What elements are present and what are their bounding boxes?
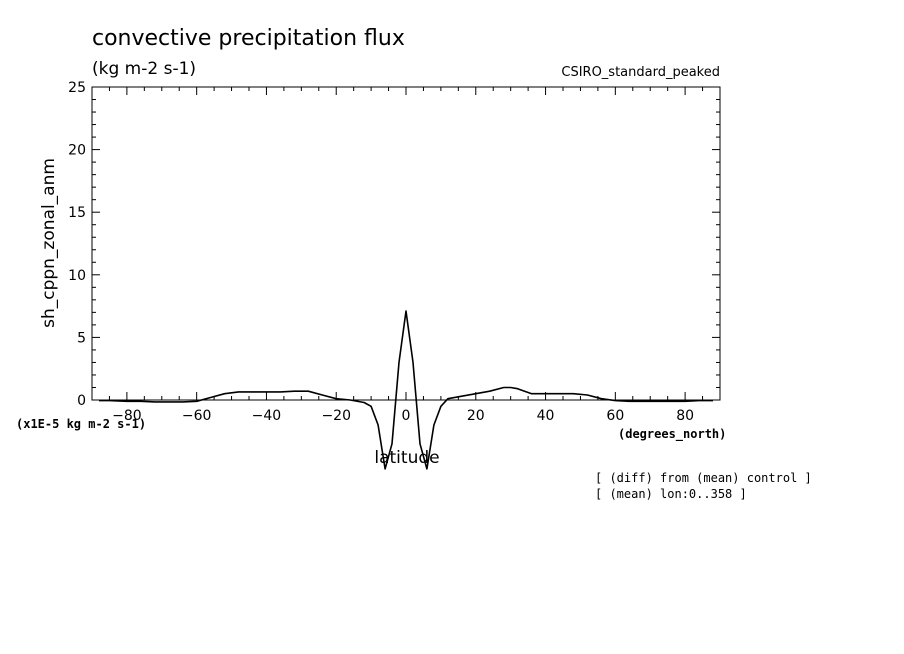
axis-tick-labels: −80 −60 −40 −20 0 20 40 60 80 0 5 10 15 20 25 (68, 80, 694, 424)
y-axis-label: sh_cppn_zonal_anm (39, 158, 59, 328)
chart-title: convective precipitation flux (92, 26, 405, 51)
y-scale-label: (x1E-5 kg m-2 s-1) (16, 417, 146, 431)
x-tick-label: 20 (467, 408, 485, 424)
chart-subtitle-units: (kg m-2 s-1) (92, 59, 196, 79)
y-tick-label: 5 (77, 330, 86, 346)
x-tick-label: 40 (537, 408, 555, 424)
y-tick-label: 10 (68, 268, 86, 284)
x-tick-label: −80 (112, 408, 142, 424)
note-diff: [ (diff) from (mean) control ] (595, 471, 812, 485)
note-mean-lon: [ (mean) lon:0..358 ] (595, 487, 747, 501)
y-tick-label: 15 (68, 205, 86, 221)
x-axis-label: latitude (374, 448, 439, 468)
series-line-sh-cppn-zonal-anm (99, 310, 713, 470)
x-tick-label: 0 (402, 408, 411, 424)
model-label: CSIRO_standard_peaked (561, 65, 720, 80)
axis-ticks (91, 86, 721, 401)
x-unit-label: (degrees_north) (618, 427, 726, 442)
plot-frame (91, 86, 721, 401)
y-tick-label: 0 (77, 393, 86, 409)
x-tick-label: −20 (321, 408, 351, 424)
x-tick-label: 80 (676, 408, 694, 424)
x-tick-label: −60 (182, 408, 212, 424)
x-tick-label: 60 (606, 408, 624, 424)
y-tick-label: 20 (68, 143, 86, 159)
x-tick-label: −40 (252, 408, 282, 424)
y-tick-label: 25 (68, 80, 86, 96)
